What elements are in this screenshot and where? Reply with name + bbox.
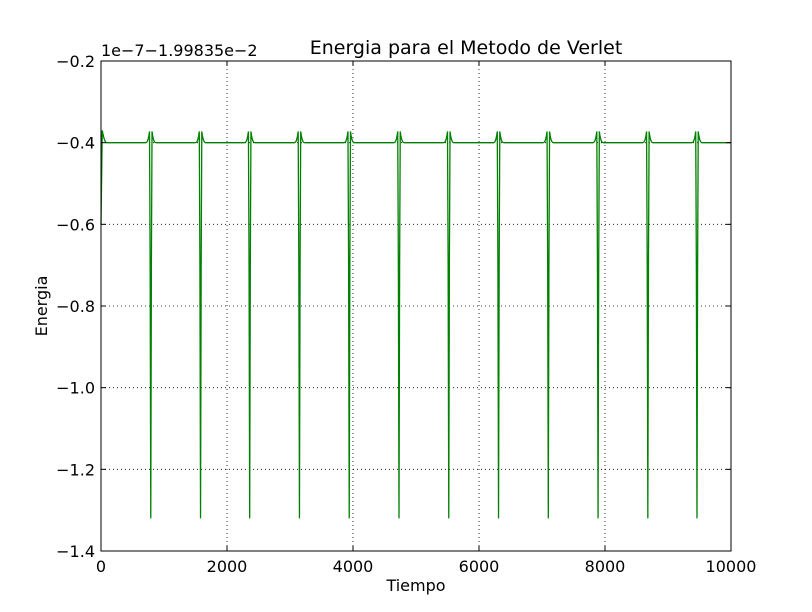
y-tick-label: −0.8 — [56, 297, 95, 316]
y-tick-label: −1.4 — [56, 542, 95, 561]
x-tick-label: 4000 — [333, 557, 374, 576]
y-axis-label: Energia — [32, 276, 51, 337]
y-tick-label: −0.4 — [56, 134, 95, 153]
y-tick-label: −0.6 — [56, 215, 95, 234]
chart-title: Energia para el Metodo de Verlet — [310, 37, 623, 59]
grid — [100, 60, 732, 552]
x-tick-label: 2000 — [207, 557, 248, 576]
plot-frame — [100, 60, 732, 552]
y-tick-label: −1.2 — [56, 460, 95, 479]
series-layer — [100, 130, 731, 519]
y-tick-label: −0.2 — [56, 52, 95, 71]
x-tick-label: 10000 — [706, 557, 757, 576]
axis-offset-text: 1e−7−1.99835e−2 — [101, 41, 258, 60]
y-tick-label: −1.0 — [56, 379, 95, 398]
ticks: 0 2000 4000 6000 8000 10000 −1.4 −1.2 −1.0 −0.8 −0… — [56, 52, 756, 576]
x-tick-label: 8000 — [585, 557, 626, 576]
x-tick-label: 6000 — [459, 557, 500, 576]
x-tick-label: 0 — [96, 557, 106, 576]
energy-series-line — [100, 130, 731, 519]
x-axis-label: Tiempo — [385, 576, 445, 595]
